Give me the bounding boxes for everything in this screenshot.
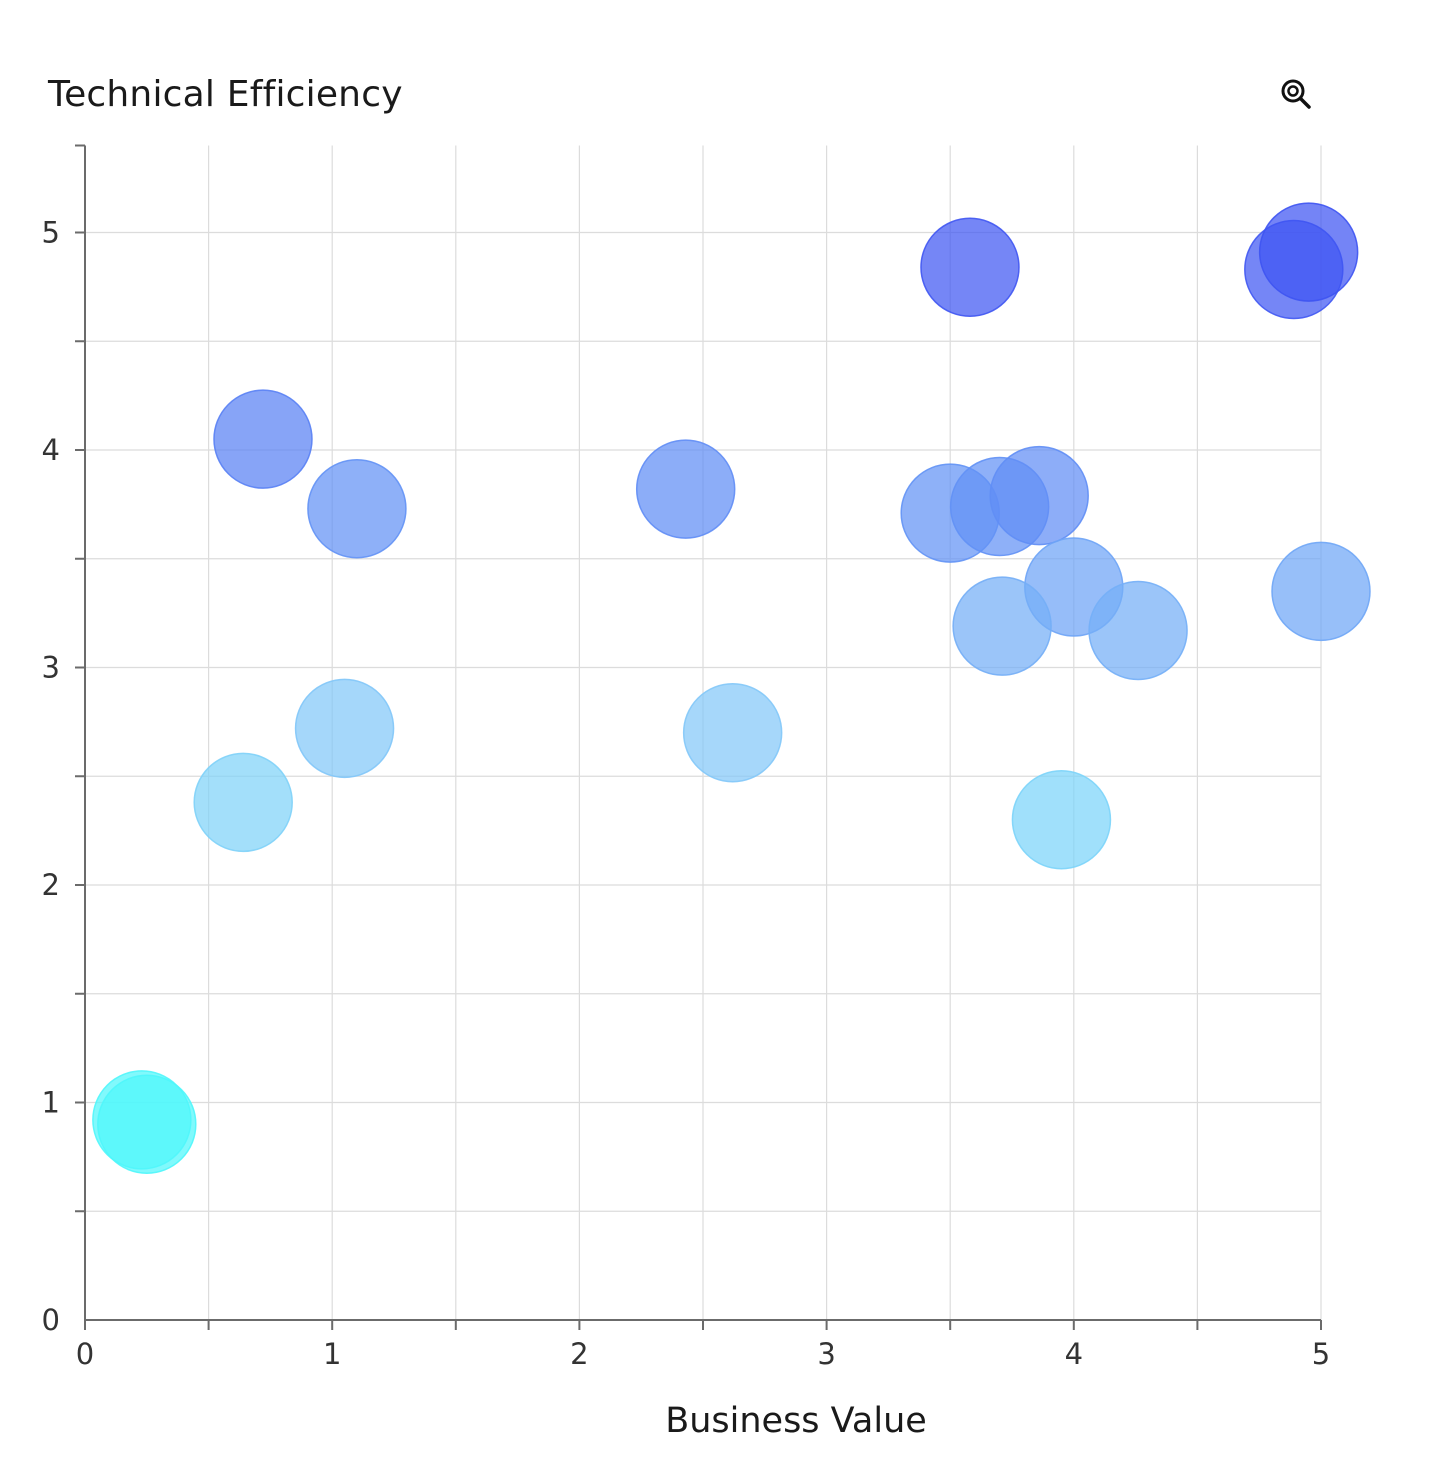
zoom-magnifier-icon [1281, 79, 1311, 109]
x-tick-label: 3 [817, 1337, 835, 1371]
scatter-point[interactable] [294, 678, 395, 779]
x-tick-label: 5 [1312, 1337, 1330, 1371]
x-tick-label: 0 [76, 1337, 94, 1371]
y-tick-label: 0 [42, 1303, 60, 1337]
y-tick-label: 1 [42, 1086, 60, 1120]
scatter-point[interactable] [989, 445, 1089, 546]
chart-title: Technical Efficiency [48, 74, 403, 115]
scatter-point[interactable] [307, 458, 407, 559]
scatter-point[interactable] [193, 752, 293, 853]
scatter-point[interactable] [1258, 202, 1359, 302]
scatter-point[interactable] [97, 1074, 197, 1174]
x-tick-label: 2 [570, 1337, 588, 1371]
scatter-point[interactable] [682, 683, 783, 783]
y-tick-label: 2 [42, 868, 60, 902]
scatter-point[interactable] [213, 389, 313, 489]
x-tick-label: 4 [1065, 1337, 1083, 1371]
y-tick-label: 4 [42, 433, 60, 467]
scatter-point[interactable] [1271, 541, 1371, 642]
scatter-point[interactable] [952, 576, 1052, 676]
scatter-point[interactable] [635, 439, 736, 539]
zoom-button[interactable] [1278, 76, 1314, 112]
x-tick-label: 1 [323, 1337, 341, 1371]
y-tick-label: 5 [42, 216, 60, 250]
scatter-point[interactable] [920, 217, 1020, 318]
scatter-point[interactable] [1088, 580, 1188, 681]
scatter-point[interactable] [1011, 770, 1112, 870]
x-axis-title: Business Value [665, 1401, 927, 1441]
y-tick-label: 3 [42, 651, 60, 685]
